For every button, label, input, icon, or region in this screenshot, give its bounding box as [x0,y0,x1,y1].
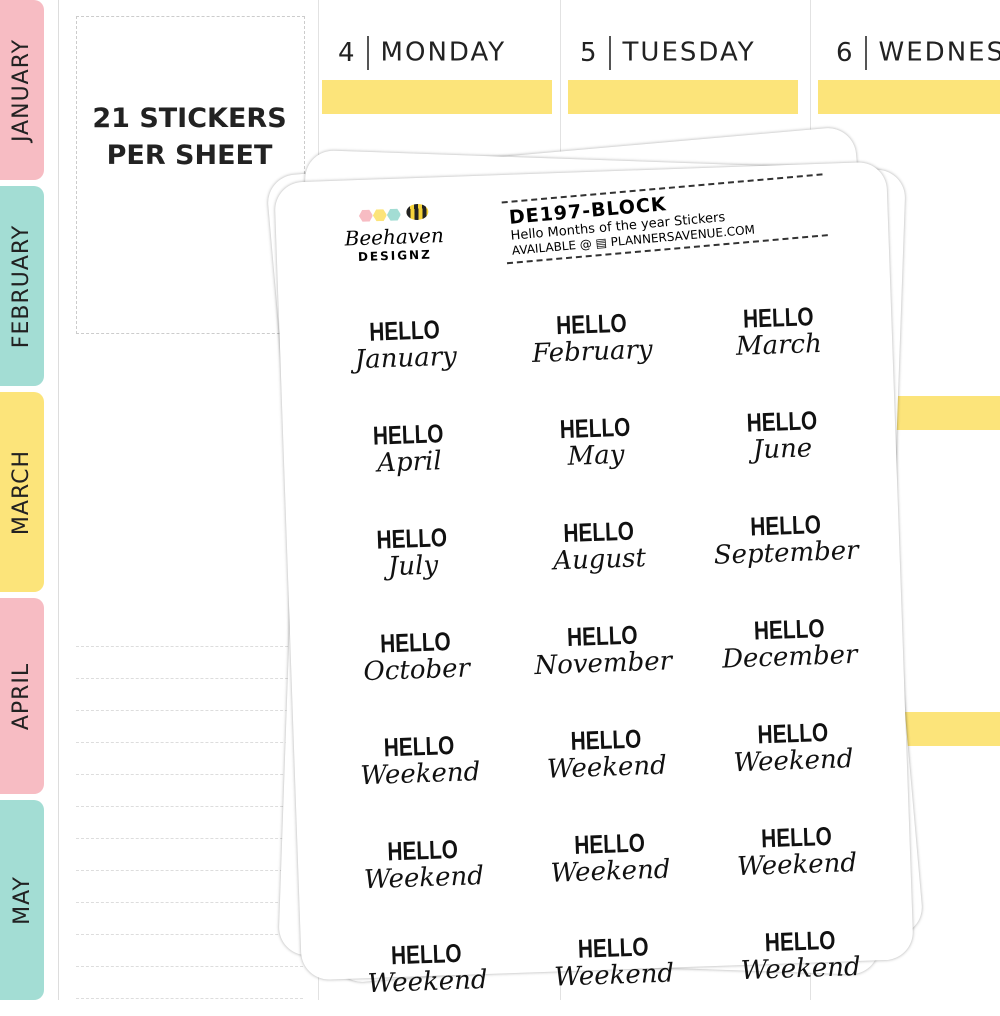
sticker-hello: HELLO [760,820,832,854]
shop-icon: ▤ [594,235,608,251]
sticker: HELLO Weekend [329,819,519,911]
sticker-hello: HELLO [763,924,836,958]
sticker-month: Weekend [367,964,489,1000]
sticker: HELLO Weekend [705,910,895,1002]
sticker-hello: HELLO [570,723,642,756]
sticker-hello: HELLO [577,931,649,964]
notes-lines [76,615,303,999]
sticker: HELLO February [497,293,687,385]
divider [58,0,59,1000]
sticker-month: December [721,639,858,675]
sticker-month: Weekend [359,757,481,792]
sticker: HELLO May [501,397,691,489]
sticker-month: Weekend [550,854,671,889]
sticker: HELLO Weekend [512,708,702,800]
tab-january[interactable]: JANUARY [0,0,44,180]
sticker-month: March [735,328,823,362]
sticker: HELLO Weekend [515,812,705,904]
sticker: HELLO Weekend [702,806,892,898]
sticker-month: February [531,334,654,370]
highlight-bar [890,712,1000,746]
sticker-month: Weekend [546,750,668,785]
day-header-wednesday: 6 WEDNES [836,36,1000,70]
sticker-hello: HELLO [372,418,445,451]
sticker-hello: HELLO [753,613,825,646]
day-header-monday: 4 MONDAY [338,36,506,70]
sticker-hello: HELLO [745,405,818,438]
sticker-hello: HELLO [555,307,628,341]
sticker: HELLO April [314,403,504,495]
highlight-bar [322,80,552,114]
sticker-hello: HELLO [749,509,821,542]
sticker-month: August [552,543,647,577]
sticker-hello: HELLO [566,619,639,652]
sticker: HELLO July [318,507,508,599]
sticker-grid: HELLO January HELLO February HELLO March HELLO… [311,286,895,1015]
sticker: HELLO September [691,494,881,586]
highlight-bar [568,80,798,114]
tab-february[interactable]: FEBRUARY [0,186,44,386]
sticker-month: Weekend [732,744,854,779]
sticker: HELLO March [684,286,874,378]
sticker-hello: HELLO [383,729,456,763]
highlight-bar [818,80,1000,114]
sticker-month: July [387,550,439,583]
sticker: HELLO November [508,605,698,697]
sticker-month: April [376,446,443,479]
sticker-month: September [713,535,860,571]
sticker-hello: HELLO [562,515,635,549]
sticker-hello: HELLO [369,314,441,347]
tab-march[interactable]: MARCH [0,392,44,592]
sticker: HELLO December [695,598,885,690]
sticker: HELLO August [504,501,694,593]
sticker: HELLO June [687,390,877,482]
sticker-hello: HELLO [376,522,448,555]
sticker-month: November [533,646,673,682]
sticker: HELLO Weekend [325,715,515,807]
sticker-hello: HELLO [559,411,631,445]
day-header-tuesday: 5 TUESDAY [580,36,756,70]
sticker: HELLO Weekend [332,923,522,1015]
sticker-month: Weekend [740,951,862,987]
sticker-month: May [567,439,625,472]
sticker-hello: HELLO [390,937,463,971]
sticker: HELLO January [311,299,501,391]
sticker-month: June [752,433,813,466]
sticker-hello: HELLO [379,626,452,659]
sticker-month: Weekend [363,861,485,896]
tab-april[interactable]: APRIL [0,598,44,794]
sticker-hello: HELLO [387,833,459,867]
sheet-label: DE197-BLOCK Hello Months of the year Sti… [501,173,828,265]
sticker-count: 21 STICKERS PER SHEET [92,103,287,171]
sticker-month: October [362,653,471,688]
sticker-sheet: Beehaven DESIGNZ DE197-BLOCK Hello Month… [274,161,914,999]
sticker-hello: HELLO [742,301,814,334]
sticker-month: Weekend [553,958,675,993]
sticker: HELLO Weekend [698,702,888,794]
sticker-hello: HELLO [573,827,646,860]
sticker-hello: HELLO [756,716,829,750]
notes-box [76,16,305,334]
bee-icon [405,203,429,221]
highlight-bar [890,396,1000,430]
sticker-month: Weekend [736,848,858,883]
month-tabs: JANUARY FEBRUARY MARCH APRIL MAY [0,0,44,1000]
sticker: HELLO Weekend [519,916,709,1008]
tab-may[interactable]: MAY [0,800,44,1000]
sticker: HELLO October [321,611,511,703]
brand-logo: Beehaven DESIGNZ [333,203,455,265]
